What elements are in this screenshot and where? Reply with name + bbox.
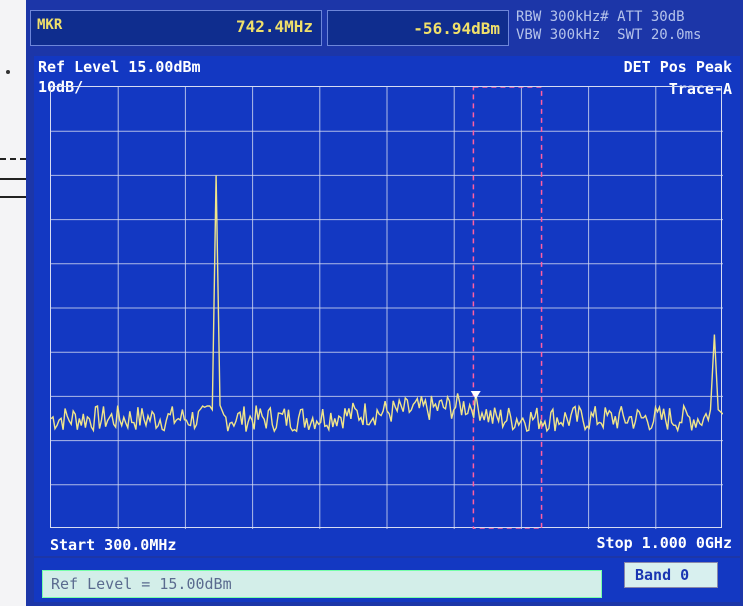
- params-row-1: RBW 300kHz# ATT 30dB: [516, 9, 685, 25]
- marker-amplitude-box: -56.94dBm: [327, 10, 509, 46]
- stop-frequency: Stop 1.000 0GHz: [596, 534, 732, 552]
- trace-label: Trace-A: [668, 80, 732, 98]
- bezel-line: [0, 196, 34, 198]
- bezel-line: [0, 178, 34, 180]
- status-message-field: Ref Level = 15.00dBm: [42, 570, 602, 598]
- detector-label: DET Pos Peak: [623, 58, 732, 76]
- measurement-params: RBW 300kHz# ATT 30dB VBW 300kHz SWT 20.0…: [516, 8, 740, 48]
- device-bezel: [0, 0, 34, 606]
- spectrum-screen: Ref Level 15.00dBm 10dB/ DET Pos Peak Tr…: [34, 56, 740, 556]
- band-label: Band 0: [635, 566, 690, 584]
- marker-frequency: 742.4MHz: [235, 17, 313, 36]
- spectrum-svg: [51, 87, 723, 529]
- params-row-2: VBW 300kHz SWT 20.0ms: [516, 27, 702, 43]
- marker-amplitude: -56.94dBm: [413, 19, 500, 38]
- marker-box: MKR 742.4MHz: [30, 10, 322, 46]
- window-box: [472, 87, 543, 529]
- spectrum-trace: [51, 175, 723, 433]
- spectrum-plot: [50, 86, 723, 529]
- marker-triangle-icon: [470, 390, 481, 399]
- marker-label: MKR: [37, 17, 63, 33]
- start-frequency: Start 300.0MHz: [50, 536, 177, 554]
- marker-header: MKR 742.4MHz -56.94dBm RBW 300kHz# ATT 3…: [30, 8, 740, 48]
- bezel-mark: [6, 70, 10, 74]
- status-message: Ref Level = 15.00dBm: [51, 575, 232, 593]
- bezel-dashed-line: [0, 158, 26, 160]
- ref-level-label: Ref Level 15.00dBm: [38, 58, 201, 76]
- band-button[interactable]: Band 0: [624, 562, 718, 588]
- scale-label: 10dB/: [38, 78, 84, 96]
- status-bar: Ref Level = 15.00dBm Band 0: [34, 558, 740, 602]
